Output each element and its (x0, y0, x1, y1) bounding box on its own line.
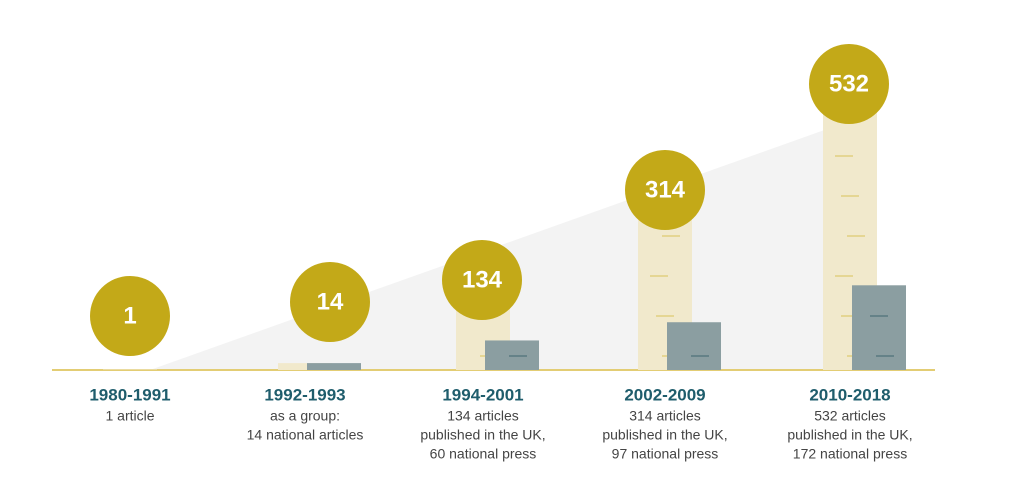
period-description: 532 articles (814, 408, 886, 424)
period-description: 134 articles (447, 408, 519, 424)
period-description: 60 national press (430, 446, 537, 462)
period-description: published in the UK, (420, 427, 545, 443)
paper-stack (667, 322, 721, 370)
period-label: 2002-2009 (624, 385, 705, 404)
period-description: 172 national press (793, 446, 907, 462)
period-label: 2010-2018 (809, 385, 890, 404)
count-circle (442, 240, 522, 320)
count-label: 1 (123, 302, 136, 329)
count-label: 532 (829, 70, 869, 97)
period-description: 14 national articles (247, 427, 364, 443)
period-description: 97 national press (612, 446, 719, 462)
period-label: 1992-1993 (264, 385, 345, 404)
count-circle (625, 150, 705, 230)
paper-stack (278, 363, 332, 370)
count-label: 314 (645, 176, 686, 203)
period-label: 1980-1991 (89, 385, 170, 404)
period-description: published in the UK, (787, 427, 912, 443)
period-description: 314 articles (629, 408, 701, 424)
count-label: 134 (462, 266, 503, 293)
period-description: published in the UK, (602, 427, 727, 443)
period-description: 1 article (105, 408, 154, 424)
count-circle (290, 262, 370, 342)
paper-stack (485, 340, 539, 370)
paper-stack (307, 363, 361, 370)
count-circle (809, 44, 889, 124)
count-label: 14 (317, 288, 344, 315)
paper-stack (852, 285, 906, 370)
period-label: 1994-2001 (442, 385, 523, 404)
period-description: as a group: (270, 408, 340, 424)
count-circle (90, 276, 170, 356)
